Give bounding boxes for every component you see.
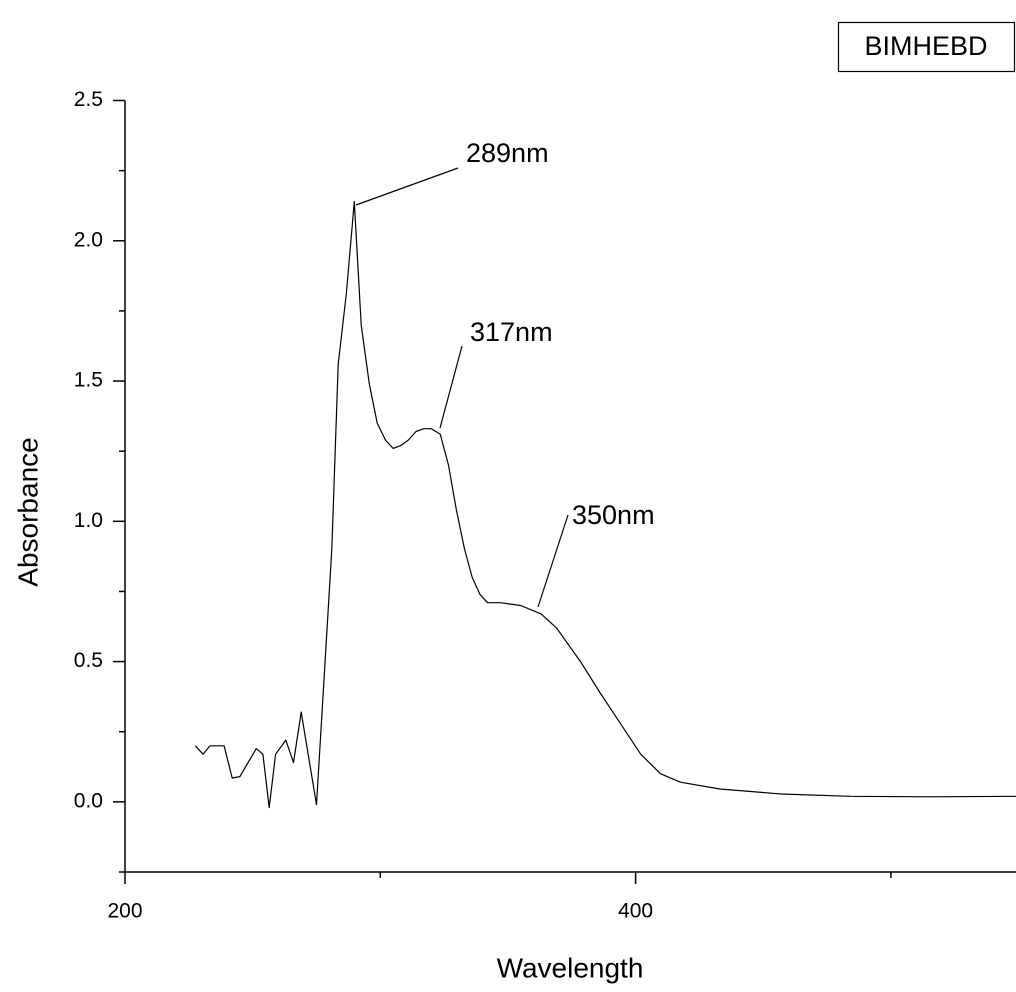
y-tick-label: 1.5 [74, 369, 103, 392]
y-tick-label: 2.0 [74, 228, 103, 251]
x-tick-label: 400 [618, 900, 653, 923]
data-line [194, 200, 1016, 809]
annotation: 350nm [572, 500, 655, 530]
x-axis-label: Wavelength [497, 952, 644, 983]
annotation-leader [439, 345, 463, 429]
annotation-leader [355, 167, 459, 206]
annotation: 317nm [470, 317, 553, 347]
annotation: 289nm [466, 138, 549, 168]
annotation-leader [537, 514, 569, 608]
y-tick-label: 0.5 [74, 649, 103, 672]
y-tick-label: 0.0 [74, 789, 103, 812]
x-tick-label: 200 [107, 900, 142, 923]
y-tick-label: 1.0 [74, 509, 103, 532]
y-axis-label: Absorbance [12, 437, 43, 586]
legend-label: BIMHEBD [864, 31, 987, 61]
legend-box [837, 21, 1016, 73]
y-tick-label: 2.5 [74, 88, 103, 111]
